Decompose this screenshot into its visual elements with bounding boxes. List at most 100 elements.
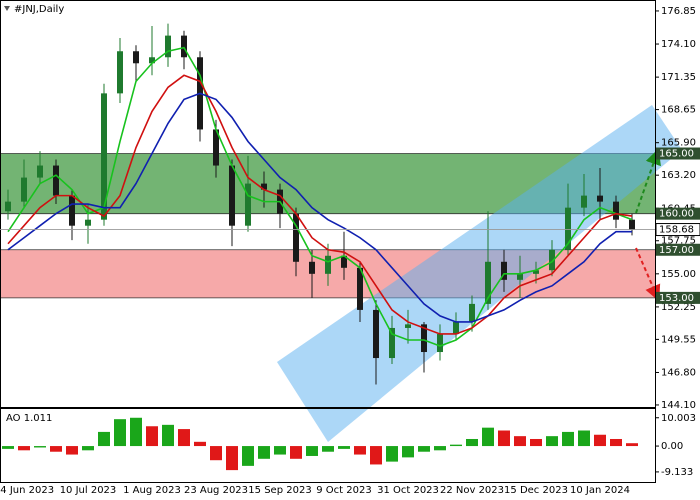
down-arrow: [635, 247, 661, 302]
candle-body: [245, 183, 251, 226]
main-frame: [0, 0, 656, 408]
candle-body: [437, 333, 443, 353]
ao-bar: [114, 419, 126, 447]
ao-bar: [242, 446, 254, 466]
ao-bar: [498, 430, 510, 447]
ao-bar: [466, 438, 478, 447]
ao-title: AO 1.011: [6, 413, 52, 424]
candle-body: [549, 249, 555, 271]
ao-bar: [482, 427, 494, 447]
y-tick-label: 165.90: [661, 138, 696, 149]
candle-body: [565, 207, 571, 250]
symbol-icon: [4, 6, 10, 11]
y-tick-label: 149.55: [661, 334, 696, 345]
ao-bar: [626, 443, 638, 447]
ao-bar: [210, 446, 222, 461]
candle-body: [501, 261, 507, 280]
candle-body: [469, 303, 475, 322]
ao-bar: [306, 446, 318, 456]
y-tick-label: 144.10: [661, 400, 696, 411]
level-label: 153.00: [659, 293, 694, 304]
candle-body: [485, 261, 491, 304]
candle-body: [21, 177, 27, 202]
candle-body: [293, 213, 299, 262]
ao-bar: [546, 436, 558, 447]
ao-bar: [98, 431, 110, 447]
y-tick-label: 152.25: [661, 302, 696, 313]
ao-bar: [562, 431, 574, 447]
candle-body: [5, 201, 11, 212]
candle-body: [373, 309, 379, 359]
level-tag: [656, 291, 700, 304]
candle-body: [149, 57, 155, 64]
level-tag: [656, 147, 700, 160]
y-tick-label: 168.65: [661, 105, 696, 116]
candle-body: [325, 255, 331, 274]
ao-bar: [354, 446, 366, 455]
ao-bar: [82, 446, 94, 451]
candle-body: [85, 219, 91, 226]
ao-bar: [34, 446, 46, 448]
y-tick-label: 157.75: [661, 236, 696, 247]
x-tick-label: 15 Dec 2023: [504, 485, 568, 496]
candle-body: [213, 129, 219, 166]
ao-bar: [162, 424, 174, 447]
candle-body: [389, 327, 395, 359]
x-tick-label: 22 Nov 2023: [440, 485, 504, 496]
ao-bar: [370, 446, 382, 465]
ao-bar: [66, 446, 78, 455]
ao-bar: [594, 434, 606, 447]
ma-line: [7, 46, 633, 347]
candle-body: [341, 255, 347, 268]
y-tick-label: 10.003: [661, 413, 696, 424]
ao-bar: [530, 438, 542, 447]
ao-bar: [178, 429, 190, 447]
ao-bar: [402, 446, 414, 458]
y-tick-label: -9.133: [661, 467, 693, 478]
y-tick-label: 155.00: [661, 269, 696, 280]
ao-bar: [2, 446, 14, 449]
x-tick-label: 1 Aug 2023: [123, 485, 181, 496]
y-tick-label: 174.10: [661, 39, 696, 50]
ao-bar: [130, 417, 142, 447]
ao-bar: [18, 446, 30, 451]
ao-bar: [146, 426, 158, 447]
candle-body: [629, 219, 635, 230]
candle-body: [581, 195, 587, 208]
ao-bar: [226, 446, 238, 471]
candle-body: [309, 261, 315, 274]
candle-body: [165, 35, 171, 58]
level-tag: [656, 207, 700, 220]
candle-body: [453, 321, 459, 334]
ao-bar: [274, 446, 286, 455]
x-tick-label: 23 Aug 2023: [184, 485, 248, 496]
up-arrow: [635, 148, 661, 214]
ao-bar: [418, 446, 430, 452]
level-label: 157.00: [659, 245, 694, 256]
y-tick-label: 176.85: [661, 6, 696, 17]
candle-body: [517, 273, 523, 280]
ao-bar: [434, 446, 446, 451]
ao-bar: [578, 430, 590, 447]
x-tick-label: 10 Jan 2024: [570, 485, 630, 496]
y-tick-label: 0.00: [661, 441, 683, 452]
candle-body: [421, 324, 427, 353]
candle-body: [357, 267, 363, 310]
x-tick-label: 9 Oct 2023: [316, 485, 371, 496]
ao-bar: [610, 438, 622, 447]
ao-bar: [290, 446, 302, 459]
candle-body: [181, 35, 187, 58]
ma-line: [7, 74, 633, 335]
plot: [2, 23, 638, 471]
candle-body: [597, 195, 603, 202]
ao-frame: [0, 408, 656, 483]
x-tick-label: 15 Sep 2023: [248, 485, 311, 496]
ma-line: [7, 92, 632, 323]
candle-body: [533, 270, 539, 274]
ao-bar: [258, 446, 270, 459]
candle-body: [405, 324, 411, 328]
last-price-tag: [655, 223, 700, 237]
y-tick-label: 163.20: [661, 170, 696, 181]
chart-title: #JNJ,Daily: [14, 4, 64, 15]
level-tag: [656, 243, 700, 256]
